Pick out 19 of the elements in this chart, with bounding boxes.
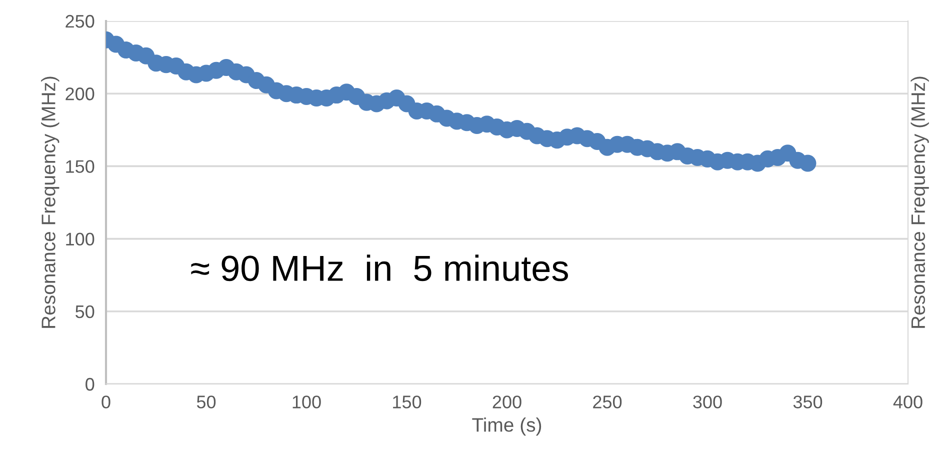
x-tick-label: 200: [492, 396, 522, 408]
x-tick-label: 300: [693, 396, 722, 408]
y-tick-label: 100: [66, 232, 94, 246]
y-tick-label: 200: [66, 88, 94, 100]
y-tick-label: 50: [76, 305, 94, 318]
x-tick-label: 100: [292, 396, 321, 408]
annotation: ≈ 90 MHz in 5 minutes: [191, 254, 568, 282]
y-axis-title: Resonance Frequency (MHz): [41, 76, 60, 328]
x-tick-label: 350: [793, 396, 822, 408]
y-tick-label: 250: [66, 14, 94, 28]
x-tick-label: 250: [593, 396, 622, 408]
x-tick-label: 50: [196, 396, 216, 408]
y-tick-label: 0: [86, 378, 94, 391]
x-tick-label: 150: [393, 396, 422, 408]
x-tick-label: 0: [102, 396, 110, 408]
x-axis-title: Time (s): [472, 418, 542, 436]
y-tick-label: 150: [66, 160, 94, 173]
y2-axis-title: Resonance Frequency (MHz): [910, 76, 929, 328]
x-tick-label: 400: [893, 396, 922, 408]
